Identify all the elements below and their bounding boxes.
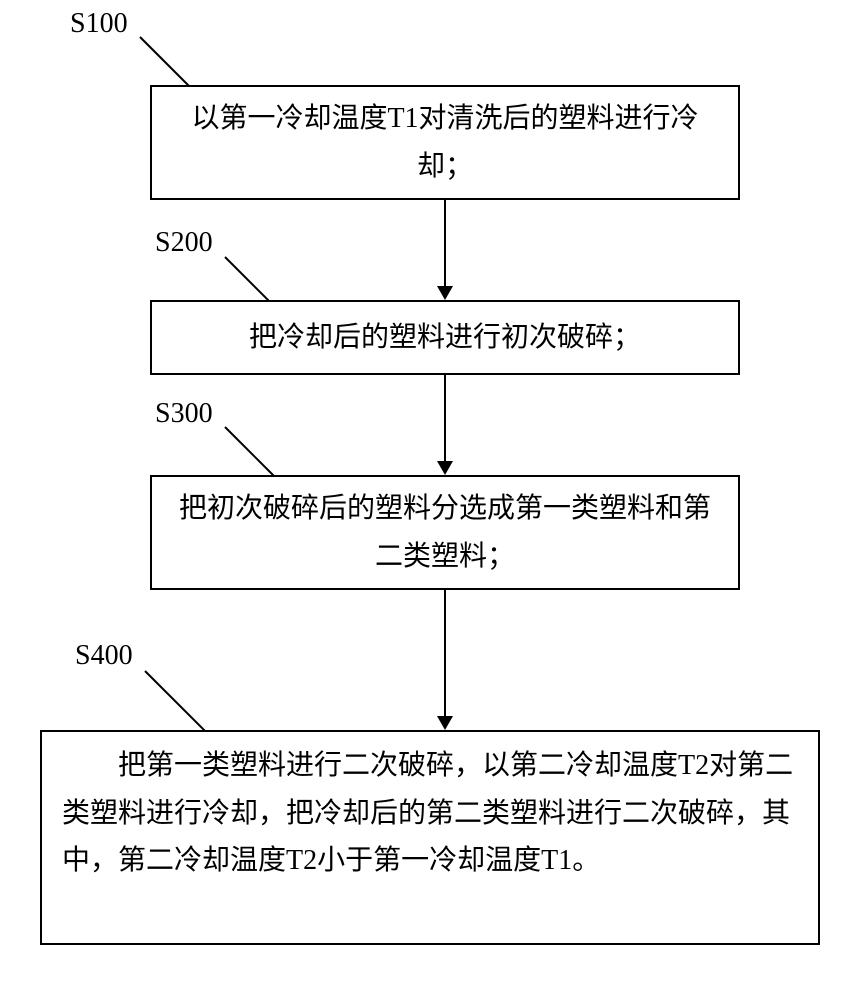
step-text-s200: 把冷却后的塑料进行初次破碎； [249, 314, 641, 362]
arrow-s300-s400 [437, 716, 453, 730]
step-label-s300: S300 [155, 398, 213, 430]
edge-s300-s400 [444, 590, 446, 716]
step-box-s300: 把初次破碎后的塑料分选成第一类塑料和第二类塑料； [150, 475, 740, 590]
step-label-s100: S100 [70, 8, 128, 40]
flowchart-canvas: S100 以第一冷却温度T1对清洗后的塑料进行冷却； S200 把冷却后的塑料进… [0, 0, 843, 984]
label-line-s300 [224, 426, 275, 477]
step-box-s100: 以第一冷却温度T1对清洗后的塑料进行冷却； [150, 85, 740, 200]
step-label-s400: S400 [75, 640, 133, 672]
step-text-s400: 把第一类塑料进行二次破碎，以第二冷却温度T2对第二类塑料进行冷却，把冷却后的第二… [62, 742, 798, 885]
step-label-s200: S200 [155, 227, 213, 259]
label-line-s200 [224, 256, 271, 303]
label-line-s100 [139, 36, 190, 87]
step-text-s300: 把初次破碎后的塑料分选成第一类塑料和第二类塑料； [172, 485, 718, 580]
step-box-s200: 把冷却后的塑料进行初次破碎； [150, 300, 740, 375]
label-line-s400 [144, 670, 206, 732]
step-box-s400: 把第一类塑料进行二次破碎，以第二冷却温度T2对第二类塑料进行冷却，把冷却后的第二… [40, 730, 820, 945]
arrow-s200-s300 [437, 461, 453, 475]
arrow-s100-s200 [437, 286, 453, 300]
step-text-s100: 以第一冷却温度T1对清洗后的塑料进行冷却； [172, 95, 718, 190]
edge-s200-s300 [444, 375, 446, 461]
edge-s100-s200 [444, 200, 446, 286]
